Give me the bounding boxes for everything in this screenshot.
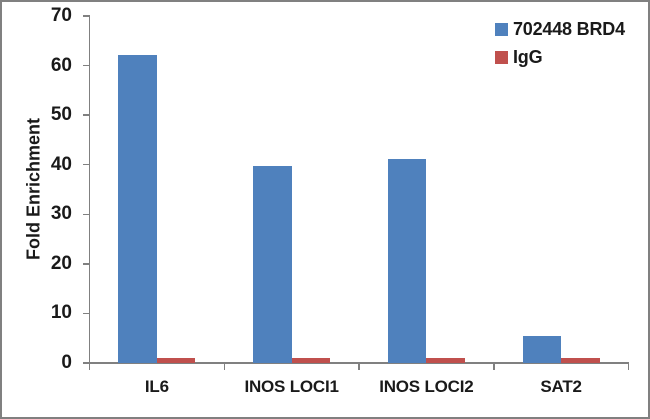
y-axis-tick-30 (82, 213, 90, 216)
bar-igg-inos-loci1 (291, 357, 331, 363)
y-axis-title: Fold Enrichment (23, 117, 44, 261)
y-axis-tick-70 (82, 15, 90, 17)
bar-702448-brd4-sat2 (522, 335, 562, 363)
x-axis-tick-2 (358, 363, 360, 370)
x-axis-tick-1 (223, 363, 225, 370)
x-category-label-inos-loci1: INOS LOCI1 (244, 377, 339, 396)
y-tick-label-10: 10 (50, 302, 72, 324)
y-axis-tick-50 (82, 114, 90, 116)
x-category-label-il6: IL6 (144, 377, 169, 396)
y-tick-label-60: 60 (50, 54, 72, 76)
legend-label-702448-brd4: 702448 BRD4 (513, 18, 625, 39)
bar-igg-il6 (156, 357, 196, 363)
y-tick-label-50: 50 (50, 104, 72, 126)
y-axis-tick-20 (82, 263, 90, 265)
bar-702448-brd4-inos-loci1 (253, 165, 292, 363)
bar-igg-sat2 (561, 357, 600, 363)
legend-item-702448-brd4: 702448 BRD4 (495, 15, 625, 44)
bar-702448-brd4-inos-loci2 (387, 158, 427, 363)
legend-swatch-702448-brd4 (495, 22, 508, 36)
bar-702448-brd4-il6 (118, 54, 157, 363)
x-axis-tick-4 (627, 363, 630, 370)
y-tick-label-0: 0 (61, 352, 72, 373)
y-axis-tick-40 (82, 163, 90, 166)
x-category-label-inos-loci2: INOS LOCI2 (379, 377, 474, 396)
y-tick-label-30: 30 (50, 203, 72, 225)
legend-label-igg: IgG (513, 47, 543, 68)
y-axis-tick-60 (82, 64, 90, 67)
x-axis-tick-0 (88, 363, 91, 370)
y-tick-label-70: 70 (50, 5, 72, 26)
x-category-label-sat2: SAT2 (540, 377, 582, 396)
legend-item-igg: IgG (495, 44, 625, 73)
y-axis-tick-10 (82, 312, 90, 315)
legend-swatch-igg (495, 51, 508, 65)
bar-igg-inos-loci2 (426, 357, 465, 363)
y-tick-label-20: 20 (50, 252, 72, 274)
y-axis-line (88, 16, 91, 363)
y-tick-label-40: 40 (50, 153, 72, 175)
y-axis-tick-0 (82, 362, 90, 364)
legend: 702448 BRD4 IgG (495, 15, 625, 72)
x-axis-tick-3 (493, 363, 495, 370)
